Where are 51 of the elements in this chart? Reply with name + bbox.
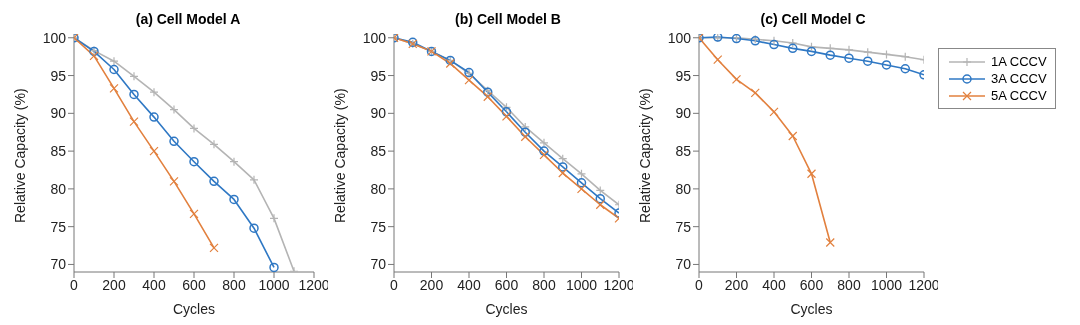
x-tick-label: 200 xyxy=(419,276,444,293)
x-tick-label: 600 xyxy=(799,276,824,293)
y-tick-label: 90 xyxy=(50,105,67,122)
y-tick-label: 95 xyxy=(675,67,692,84)
x-tick-label: 1000 xyxy=(565,276,598,293)
y-tick-label: 100 xyxy=(362,29,387,46)
x-tick-label: 600 xyxy=(182,276,206,293)
y-tick-label: 70 xyxy=(50,256,67,273)
y-tick-label: 85 xyxy=(675,143,692,160)
y-tick-label: 95 xyxy=(370,67,387,84)
x-tick-label: 400 xyxy=(457,276,481,293)
y-tick-label: 75 xyxy=(675,218,692,235)
chart-title: (c) Cell Model C xyxy=(759,10,867,29)
x-axis-title: Cycles xyxy=(172,301,216,317)
y-axis-title: Relative Capacity (%) xyxy=(636,88,653,223)
x-tick-label: 800 xyxy=(837,276,861,293)
chart-title: (a) Cell Model A xyxy=(134,10,242,29)
x-tick-label: 400 xyxy=(762,276,786,293)
y-tick-label: 85 xyxy=(50,143,67,160)
x-tick-label: 1000 xyxy=(258,276,290,293)
y-tick-label: 100 xyxy=(667,29,692,46)
x-tick-label: 0 xyxy=(390,276,399,293)
y-tick-label: 80 xyxy=(50,180,67,197)
y-tick-label: 70 xyxy=(370,256,387,273)
y-tick-label: 100 xyxy=(42,29,67,46)
x-tick-label: 200 xyxy=(102,276,126,293)
y-axis-title: Relative Capacity (%) xyxy=(11,88,28,223)
y-tick-label: 95 xyxy=(50,67,67,84)
legend-label: 1A CCCV xyxy=(991,54,1047,69)
x-tick-label: 0 xyxy=(695,276,704,293)
y-tick-label: 90 xyxy=(675,105,692,122)
y-axis-title: Relative Capacity (%) xyxy=(331,88,348,223)
y-tick-label: 85 xyxy=(370,143,387,160)
y-tick-label: 75 xyxy=(370,218,387,235)
x-axis-title: Cycles xyxy=(790,301,833,317)
x-tick-label: 400 xyxy=(142,276,166,293)
x-tick-label: 800 xyxy=(532,276,556,293)
y-tick-label: 80 xyxy=(675,180,692,197)
x-tick-label: 200 xyxy=(724,276,749,293)
x-tick-label: 0 xyxy=(70,276,79,293)
chart-title: (b) Cell Model B xyxy=(454,10,562,29)
legend-label: 5A CCCV xyxy=(991,88,1047,103)
legend-label: 3A CCCV xyxy=(991,71,1047,86)
x-tick-label: 1000 xyxy=(870,276,903,293)
y-tick-label: 90 xyxy=(370,105,387,122)
y-tick-label: 75 xyxy=(50,218,67,235)
y-tick-label: 70 xyxy=(675,256,692,273)
y-tick-label: 80 xyxy=(370,180,387,197)
x-tick-label: 800 xyxy=(222,276,246,293)
x-tick-label: 600 xyxy=(494,276,519,293)
x-axis-title: Cycles xyxy=(485,301,528,317)
